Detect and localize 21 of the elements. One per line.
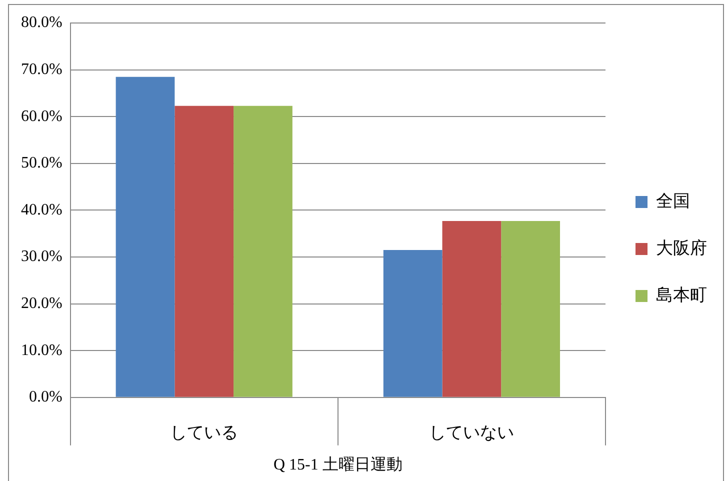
x-tick-label: していない: [429, 423, 514, 444]
legend-label: 全国: [656, 191, 690, 212]
legend-label: 大阪府: [656, 238, 707, 258]
legend-label: 島本町: [656, 285, 707, 306]
y-tick-label: 0.0%: [29, 388, 62, 406]
x-axis-title: Q 15-1 土曜日運動: [273, 456, 402, 474]
bar: [501, 220, 560, 397]
bar: [116, 76, 175, 397]
bar: [442, 220, 502, 397]
x-tick-label: している: [170, 423, 238, 444]
bar: [234, 106, 292, 397]
y-tick-label: 60.0%: [21, 108, 62, 125]
y-tick-label: 70.0%: [21, 61, 62, 78]
y-tick-label: 20.0%: [21, 295, 62, 312]
y-tick-label: 50.0%: [21, 154, 62, 172]
y-tick-label: 30.0%: [21, 248, 62, 266]
y-tick-label: 80.0%: [21, 14, 62, 32]
y-tick-label: 40.0%: [21, 201, 62, 218]
bar: [174, 106, 234, 397]
y-tick-label: 10.0%: [21, 342, 62, 359]
bar: [383, 250, 442, 397]
